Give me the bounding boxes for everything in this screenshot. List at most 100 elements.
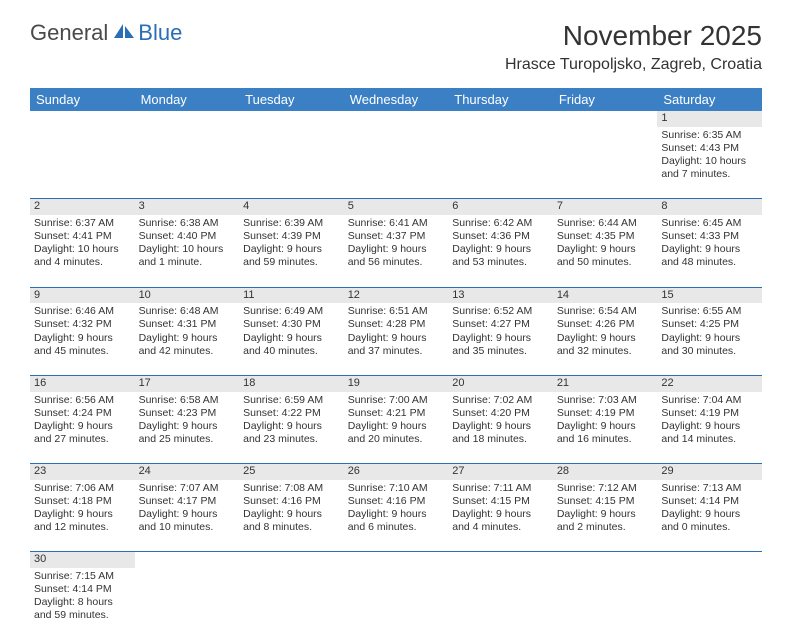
day-content-cell: Sunrise: 7:00 AMSunset: 4:21 PMDaylight:… [344, 392, 449, 464]
day-content-cell: Sunrise: 6:41 AMSunset: 4:37 PMDaylight:… [344, 215, 449, 287]
sunset-line: Sunset: 4:19 PM [557, 407, 654, 420]
daylight-line: Daylight: 9 hours and 18 minutes. [452, 420, 549, 446]
day-content-cell: Sunrise: 6:46 AMSunset: 4:32 PMDaylight:… [30, 303, 135, 375]
sunrise-line: Sunrise: 6:49 AM [243, 305, 340, 318]
day-number-cell: 4 [239, 199, 344, 215]
day-number-cell [448, 552, 553, 568]
day-content-cell [553, 568, 658, 640]
day-content-cell: Sunrise: 6:52 AMSunset: 4:27 PMDaylight:… [448, 303, 553, 375]
sunset-line: Sunset: 4:15 PM [557, 495, 654, 508]
daynum-row: 9101112131415 [30, 287, 762, 303]
day-content-cell [344, 127, 449, 199]
sunrise-line: Sunrise: 7:00 AM [348, 394, 445, 407]
day-content-cell: Sunrise: 6:44 AMSunset: 4:35 PMDaylight:… [553, 215, 658, 287]
daylight-line: Daylight: 9 hours and 0 minutes. [661, 508, 758, 534]
sunrise-line: Sunrise: 6:46 AM [34, 305, 131, 318]
sunset-line: Sunset: 4:14 PM [34, 583, 131, 596]
day-content-cell: Sunrise: 7:04 AMSunset: 4:19 PMDaylight:… [657, 392, 762, 464]
logo: General Blue [30, 20, 182, 46]
sunset-line: Sunset: 4:36 PM [452, 230, 549, 243]
daylight-line: Daylight: 9 hours and 45 minutes. [34, 332, 131, 358]
sunrise-line: Sunrise: 6:48 AM [139, 305, 236, 318]
day-content-cell: Sunrise: 6:45 AMSunset: 4:33 PMDaylight:… [657, 215, 762, 287]
sunset-line: Sunset: 4:27 PM [452, 318, 549, 331]
day-number-cell: 7 [553, 199, 658, 215]
day-number-cell [553, 111, 658, 127]
sunset-line: Sunset: 4:23 PM [139, 407, 236, 420]
sunrise-line: Sunrise: 6:44 AM [557, 217, 654, 230]
sunset-line: Sunset: 4:25 PM [661, 318, 758, 331]
sunrise-line: Sunrise: 6:42 AM [452, 217, 549, 230]
content-row: Sunrise: 6:46 AMSunset: 4:32 PMDaylight:… [30, 303, 762, 375]
day-header: Friday [553, 88, 658, 111]
daylight-line: Daylight: 9 hours and 50 minutes. [557, 243, 654, 269]
day-header: Thursday [448, 88, 553, 111]
day-header: Sunday [30, 88, 135, 111]
day-content-cell [239, 568, 344, 640]
day-content-cell: Sunrise: 6:51 AMSunset: 4:28 PMDaylight:… [344, 303, 449, 375]
sunset-line: Sunset: 4:37 PM [348, 230, 445, 243]
sunset-line: Sunset: 4:16 PM [243, 495, 340, 508]
daylight-line: Daylight: 9 hours and 10 minutes. [139, 508, 236, 534]
day-content-cell: Sunrise: 7:03 AMSunset: 4:19 PMDaylight:… [553, 392, 658, 464]
day-number-cell [553, 552, 658, 568]
day-number-cell: 9 [30, 287, 135, 303]
day-header: Tuesday [239, 88, 344, 111]
day-content-cell: Sunrise: 7:15 AMSunset: 4:14 PMDaylight:… [30, 568, 135, 640]
daylight-line: Daylight: 10 hours and 7 minutes. [661, 155, 758, 181]
daylight-line: Daylight: 9 hours and 59 minutes. [243, 243, 340, 269]
daynum-row: 2345678 [30, 199, 762, 215]
daylight-line: Daylight: 9 hours and 53 minutes. [452, 243, 549, 269]
day-number-cell: 13 [448, 287, 553, 303]
day-number-cell [344, 552, 449, 568]
day-number-cell [135, 111, 240, 127]
content-row: Sunrise: 7:15 AMSunset: 4:14 PMDaylight:… [30, 568, 762, 640]
day-number-cell: 8 [657, 199, 762, 215]
day-content-cell: Sunrise: 7:07 AMSunset: 4:17 PMDaylight:… [135, 480, 240, 552]
sunrise-line: Sunrise: 7:06 AM [34, 482, 131, 495]
sunrise-line: Sunrise: 6:52 AM [452, 305, 549, 318]
day-number-cell: 16 [30, 375, 135, 391]
location-text: Hrasce Turopoljsko, Zagreb, Croatia [505, 56, 762, 74]
day-content-cell [135, 568, 240, 640]
daylight-line: Daylight: 9 hours and 35 minutes. [452, 332, 549, 358]
daylight-line: Daylight: 10 hours and 1 minute. [139, 243, 236, 269]
daylight-line: Daylight: 9 hours and 12 minutes. [34, 508, 131, 534]
logo-text-blue: Blue [138, 20, 182, 46]
day-content-cell: Sunrise: 6:42 AMSunset: 4:36 PMDaylight:… [448, 215, 553, 287]
sunrise-line: Sunrise: 6:35 AM [661, 129, 758, 142]
sunset-line: Sunset: 4:17 PM [139, 495, 236, 508]
sunrise-line: Sunrise: 6:54 AM [557, 305, 654, 318]
day-number-cell: 28 [553, 464, 658, 480]
page-header: General Blue November 2025 Hrasce Turopo… [0, 0, 792, 82]
day-content-cell [448, 568, 553, 640]
content-row: Sunrise: 7:06 AMSunset: 4:18 PMDaylight:… [30, 480, 762, 552]
day-content-cell: Sunrise: 6:56 AMSunset: 4:24 PMDaylight:… [30, 392, 135, 464]
day-number-cell: 27 [448, 464, 553, 480]
daylight-line: Daylight: 9 hours and 37 minutes. [348, 332, 445, 358]
content-row: Sunrise: 6:35 AMSunset: 4:43 PMDaylight:… [30, 127, 762, 199]
sunset-line: Sunset: 4:16 PM [348, 495, 445, 508]
sunrise-line: Sunrise: 7:12 AM [557, 482, 654, 495]
sunset-line: Sunset: 4:35 PM [557, 230, 654, 243]
day-number-cell: 5 [344, 199, 449, 215]
sunrise-line: Sunrise: 7:02 AM [452, 394, 549, 407]
logo-text-general: General [30, 20, 108, 46]
sunrise-line: Sunrise: 6:58 AM [139, 394, 236, 407]
sunset-line: Sunset: 4:26 PM [557, 318, 654, 331]
daynum-row: 23242526272829 [30, 464, 762, 480]
day-content-cell: Sunrise: 6:38 AMSunset: 4:40 PMDaylight:… [135, 215, 240, 287]
day-number-cell: 6 [448, 199, 553, 215]
sunrise-line: Sunrise: 6:45 AM [661, 217, 758, 230]
day-header: Monday [135, 88, 240, 111]
sunrise-line: Sunrise: 7:04 AM [661, 394, 758, 407]
day-number-cell: 18 [239, 375, 344, 391]
calendar-table: Sunday Monday Tuesday Wednesday Thursday… [30, 88, 762, 640]
day-number-cell [448, 111, 553, 127]
sunset-line: Sunset: 4:18 PM [34, 495, 131, 508]
day-content-cell: Sunrise: 6:48 AMSunset: 4:31 PMDaylight:… [135, 303, 240, 375]
day-content-cell: Sunrise: 7:02 AMSunset: 4:20 PMDaylight:… [448, 392, 553, 464]
day-number-cell: 12 [344, 287, 449, 303]
day-content-cell: Sunrise: 6:54 AMSunset: 4:26 PMDaylight:… [553, 303, 658, 375]
daylight-line: Daylight: 9 hours and 16 minutes. [557, 420, 654, 446]
